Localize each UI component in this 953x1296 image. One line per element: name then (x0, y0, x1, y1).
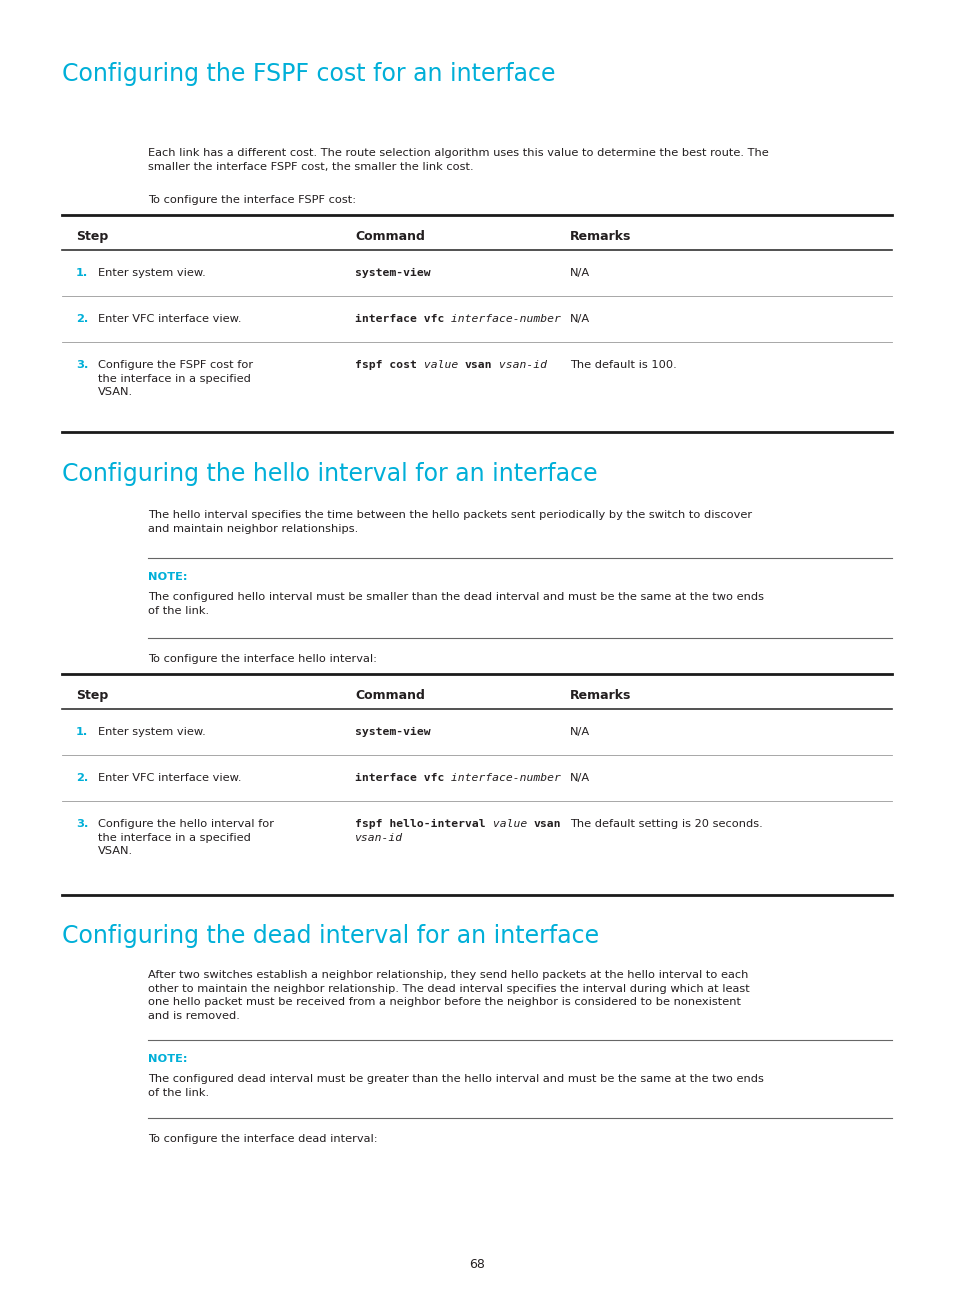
Text: Command: Command (355, 229, 424, 244)
Text: NOTE:: NOTE: (148, 572, 188, 582)
Text: The hello interval specifies the time between the hello packets sent periodicall: The hello interval specifies the time be… (148, 511, 751, 534)
Text: vsan-id: vsan-id (355, 833, 403, 842)
Text: system-view: system-view (355, 268, 430, 279)
Text: fspf hello-interval: fspf hello-interval (355, 819, 485, 829)
Text: Enter system view.: Enter system view. (98, 727, 206, 737)
Text: value: value (416, 360, 464, 369)
Text: Each link has a different cost. The route selection algorithm uses this value to: Each link has a different cost. The rout… (148, 148, 768, 171)
Text: system-view: system-view (355, 727, 430, 737)
Text: N/A: N/A (569, 772, 590, 783)
Text: vsan: vsan (533, 819, 560, 829)
Text: Step: Step (76, 689, 108, 702)
Text: 3.: 3. (76, 819, 89, 829)
Text: Remarks: Remarks (569, 229, 631, 244)
Text: Configure the FSPF cost for
the interface in a specified
VSAN.: Configure the FSPF cost for the interfac… (98, 360, 253, 397)
Text: 68: 68 (469, 1258, 484, 1271)
Text: interface vfc: interface vfc (355, 772, 444, 783)
Text: Configure the hello interval for
the interface in a specified
VSAN.: Configure the hello interval for the int… (98, 819, 274, 857)
Text: N/A: N/A (569, 727, 590, 737)
Text: After two switches establish a neighbor relationship, they send hello packets at: After two switches establish a neighbor … (148, 969, 749, 1021)
Text: 2.: 2. (76, 772, 89, 783)
Text: 3.: 3. (76, 360, 89, 369)
Text: To configure the interface dead interval:: To configure the interface dead interval… (148, 1134, 377, 1144)
Text: Configuring the FSPF cost for an interface: Configuring the FSPF cost for an interfa… (62, 62, 555, 86)
Text: 1.: 1. (76, 727, 89, 737)
Text: Configuring the dead interval for an interface: Configuring the dead interval for an int… (62, 924, 598, 947)
Text: value: value (485, 819, 533, 829)
Text: interface vfc: interface vfc (355, 314, 444, 324)
Text: Step: Step (76, 229, 108, 244)
Text: To configure the interface hello interval:: To configure the interface hello interva… (148, 654, 376, 664)
Text: fspf cost: fspf cost (355, 360, 416, 369)
Text: The configured hello interval must be smaller than the dead interval and must be: The configured hello interval must be sm… (148, 592, 763, 616)
Text: The default setting is 20 seconds.: The default setting is 20 seconds. (569, 819, 762, 829)
Text: interface-number: interface-number (444, 772, 560, 783)
Text: The configured dead interval must be greater than the hello interval and must be: The configured dead interval must be gre… (148, 1074, 763, 1098)
Text: N/A: N/A (569, 314, 590, 324)
Text: Configuring the hello interval for an interface: Configuring the hello interval for an in… (62, 461, 597, 486)
Text: N/A: N/A (569, 268, 590, 279)
Text: Remarks: Remarks (569, 689, 631, 702)
Text: Enter VFC interface view.: Enter VFC interface view. (98, 314, 241, 324)
Text: vsan-id: vsan-id (492, 360, 547, 369)
Text: Enter VFC interface view.: Enter VFC interface view. (98, 772, 241, 783)
Text: Enter system view.: Enter system view. (98, 268, 206, 279)
Text: The default is 100.: The default is 100. (569, 360, 676, 369)
Text: interface-number: interface-number (444, 314, 560, 324)
Text: vsan: vsan (464, 360, 492, 369)
Text: 1.: 1. (76, 268, 89, 279)
Text: NOTE:: NOTE: (148, 1054, 188, 1064)
Text: 2.: 2. (76, 314, 89, 324)
Text: To configure the interface FSPF cost:: To configure the interface FSPF cost: (148, 194, 355, 205)
Text: Command: Command (355, 689, 424, 702)
